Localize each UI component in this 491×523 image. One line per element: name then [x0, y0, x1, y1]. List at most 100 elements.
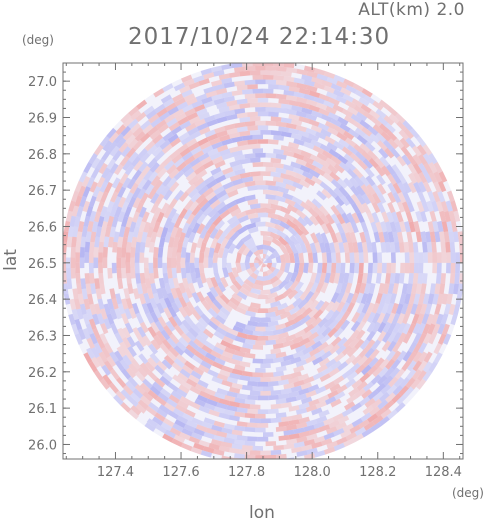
- radar-bin: [321, 188, 332, 199]
- radar-bin: [207, 148, 219, 157]
- radar-bin: [286, 94, 298, 102]
- radar-bin: [139, 241, 146, 253]
- radar-bin: [115, 124, 126, 136]
- radar-bin: [305, 281, 315, 293]
- radar-bin: [268, 139, 279, 145]
- radar-bin: [351, 202, 361, 214]
- radar-bin: [177, 116, 189, 126]
- radar-bin: [128, 307, 137, 319]
- radar-bin: [279, 220, 291, 230]
- radar-bin: [342, 423, 354, 433]
- radar-bin: [202, 187, 214, 198]
- radar-bin: [160, 185, 171, 197]
- radar-bin: [366, 241, 373, 253]
- radar-bin: [203, 72, 215, 80]
- radar-bin: [103, 236, 110, 248]
- radar-bin: [162, 131, 174, 142]
- radar-bin: [106, 313, 115, 325]
- radar-bin: [303, 262, 309, 274]
- radar-bin: [70, 267, 76, 279]
- radar-bin: [88, 318, 97, 330]
- radar-bin: [309, 242, 317, 254]
- radar-bin: [310, 232, 319, 244]
- radar-bin: [243, 237, 255, 247]
- radar-bin: [335, 282, 343, 294]
- radar-bin: [227, 327, 239, 337]
- radar-bin: [63, 231, 69, 243]
- radar-bin: [315, 385, 327, 395]
- radar-bin: [156, 167, 168, 179]
- radar-bin: [423, 162, 433, 175]
- radar-bin: [332, 104, 344, 113]
- radar-bin: [257, 212, 269, 218]
- radar-bin: [366, 272, 373, 284]
- radar-bin: [402, 120, 413, 131]
- radar-bin: [183, 93, 196, 102]
- radar-bin: [429, 283, 436, 295]
- radar-bin: [227, 204, 240, 213]
- radar-bin: [103, 171, 114, 184]
- radar-bin: [125, 262, 131, 274]
- radar-bin: [293, 225, 304, 236]
- radar-bin: [364, 231, 371, 243]
- radar-bin: [265, 454, 277, 459]
- radar-bin: [331, 252, 337, 263]
- radar-bin: [82, 313, 90, 325]
- radar-bin: [294, 233, 304, 245]
- radar-bin: [82, 328, 91, 340]
- radar-bin: [335, 344, 347, 356]
- radar-bin: [185, 171, 197, 182]
- radar-bin: [192, 366, 205, 376]
- radar-bin: [162, 272, 169, 284]
- radar-bin: [164, 402, 176, 412]
- radar-bin: [373, 231, 381, 243]
- radar-bin: [147, 125, 159, 136]
- radar-bin: [173, 169, 185, 181]
- radar-bin: [260, 418, 271, 424]
- radar-bin: [357, 159, 368, 171]
- radar-bin: [292, 181, 304, 190]
- radar-bin: [239, 375, 251, 382]
- radar-bin: [245, 310, 256, 318]
- radar-bin: [83, 215, 91, 228]
- radar-bin: [175, 403, 187, 414]
- radar-bin: [295, 172, 307, 182]
- radar-bin: [167, 221, 176, 234]
- radar-bin: [151, 146, 163, 157]
- radar-bin: [217, 205, 229, 215]
- radar-bin: [347, 242, 355, 253]
- radar-bin: [427, 293, 435, 305]
- radar-bin: [146, 287, 154, 300]
- radar-bin: [260, 129, 271, 135]
- radar-bin: [166, 246, 173, 258]
- radar-bin: [178, 323, 190, 335]
- radar-bin: [267, 198, 279, 206]
- radar-bin: [157, 392, 169, 403]
- radar-bin: [340, 310, 351, 323]
- radar-bin: [178, 296, 188, 308]
- radar-bin: [197, 185, 209, 196]
- radar-bin: [231, 164, 243, 172]
- radar-bin: [308, 427, 321, 436]
- radar-bin: [270, 417, 282, 424]
- radar-bin: [362, 405, 374, 416]
- radar-bin: [109, 226, 116, 238]
- radar-bin: [288, 419, 300, 426]
- radar-bin: [378, 366, 389, 378]
- radar-bin: [255, 79, 266, 85]
- radar-bin: [82, 186, 91, 198]
- radar-bin: [156, 211, 165, 224]
- radar-bin: [150, 202, 159, 214]
- radar-bin: [412, 241, 419, 253]
- radar-bin: [320, 232, 329, 244]
- radar-bin: [266, 269, 273, 276]
- radar-bin: [139, 382, 151, 394]
- radar-bin: [398, 385, 409, 397]
- radar-bin: [94, 278, 101, 290]
- radar-bin: [99, 231, 106, 243]
- radar-bin: [408, 221, 416, 233]
- radar-bin: [320, 282, 329, 294]
- radar-bin: [313, 421, 325, 430]
- radar-bin: [343, 177, 354, 189]
- x-tick-label: 128.0: [294, 465, 331, 480]
